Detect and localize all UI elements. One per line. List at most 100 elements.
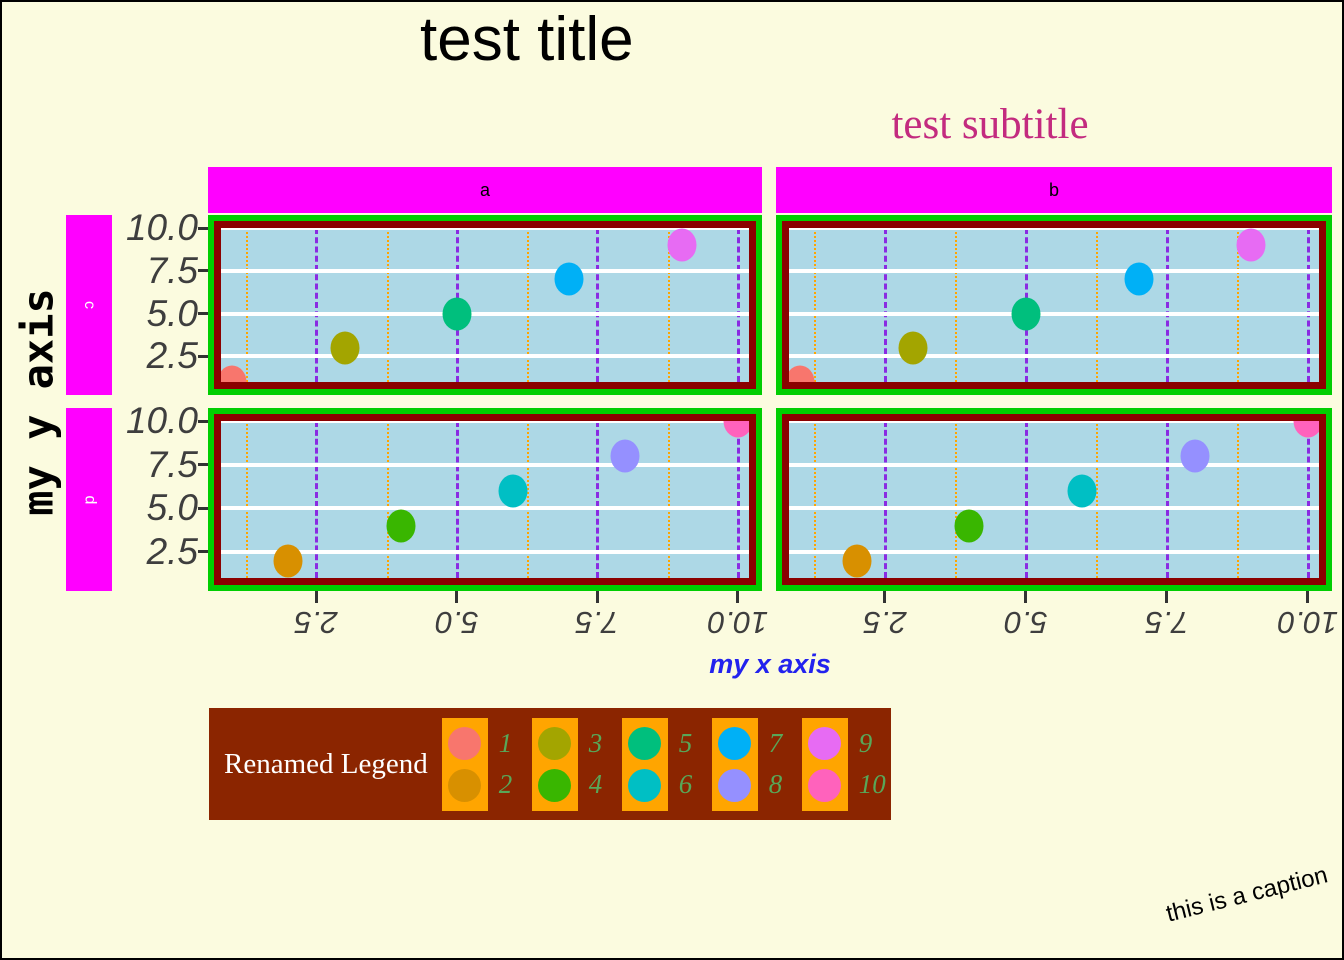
y-axis-tick xyxy=(198,354,208,358)
major-gridline-x xyxy=(1306,228,1310,382)
facet-strip-col-a: a xyxy=(208,167,762,213)
data-point-2 xyxy=(842,544,872,578)
data-point-10 xyxy=(723,421,749,438)
panel-border xyxy=(214,414,756,585)
legend-dot-1 xyxy=(448,726,482,760)
x-axis-tick xyxy=(455,591,459,603)
minor-gridline-x xyxy=(667,421,670,578)
major-gridline-x xyxy=(883,421,887,578)
legend-key xyxy=(441,717,488,811)
y-axis-tick-label: 2.5 xyxy=(146,335,198,377)
y-axis-tick xyxy=(198,269,208,273)
minor-gridline-x xyxy=(814,421,817,578)
data-point-6 xyxy=(498,474,528,508)
y-axis-tick xyxy=(198,550,208,554)
major-gridline-x xyxy=(883,228,887,382)
x-axis-tick xyxy=(1024,591,1028,603)
data-point-2 xyxy=(273,544,303,578)
legend-key xyxy=(711,717,758,811)
data-point-7 xyxy=(1124,262,1154,296)
major-gridline-y xyxy=(789,311,1319,316)
plot-caption: this is a caption xyxy=(1163,861,1331,928)
x-axis-tick-label: 10.0 xyxy=(707,605,768,640)
major-gridline-y xyxy=(221,421,749,423)
panel-plot-area xyxy=(789,421,1319,578)
legend-label-3: 3 xyxy=(588,727,603,758)
data-point-4 xyxy=(386,509,416,543)
x-axis-tick-label: 2.5 xyxy=(294,605,339,640)
legend-dot-3 xyxy=(538,726,572,760)
minor-gridline-x xyxy=(955,228,958,382)
major-gridline-x xyxy=(1306,421,1310,578)
minor-gridline-x xyxy=(1096,421,1099,578)
legend-label-9: 9 xyxy=(858,727,873,758)
x-axis-tick xyxy=(595,591,599,603)
facet-strip-row-d: d xyxy=(66,408,112,591)
legend-dot-5 xyxy=(628,726,662,760)
legend-label-10: 10 xyxy=(858,769,886,800)
y-axis-tick xyxy=(198,419,208,423)
facet-panel-b-d xyxy=(776,408,1332,591)
data-point-8 xyxy=(610,439,640,473)
plot-subtitle: test subtitle xyxy=(891,101,1089,148)
y-axis-tick-label: 5.0 xyxy=(146,487,198,529)
y-axis-tick-label: 10.0 xyxy=(125,207,198,248)
y-axis-tick-label: 7.5 xyxy=(146,249,198,291)
facet-strip-row-d-label: d xyxy=(81,495,98,504)
legend-title: Renamed Legend xyxy=(224,747,428,780)
data-point-3 xyxy=(330,331,360,365)
x-axis-tick xyxy=(736,591,740,603)
minor-gridline-x xyxy=(246,228,249,382)
minor-gridline-x xyxy=(1237,421,1240,578)
x-axis-tick-label: 7.5 xyxy=(1145,605,1189,640)
x-axis-tick xyxy=(314,591,318,603)
major-gridline-y xyxy=(789,421,1319,423)
minor-gridline-x xyxy=(386,421,389,578)
major-gridline-x xyxy=(1165,228,1169,382)
facet-strip-col-b: b xyxy=(776,167,1332,213)
y-axis-tick-label: 2.5 xyxy=(146,530,198,572)
x-axis-tick-label: 7.5 xyxy=(575,605,619,640)
facet-panel-a-c xyxy=(208,215,762,395)
x-axis-tick-label: 5.0 xyxy=(1004,605,1048,640)
minor-gridline-x xyxy=(527,421,530,578)
major-gridline-y xyxy=(789,549,1319,554)
legend-label-1: 1 xyxy=(498,727,513,758)
major-gridline-y xyxy=(221,462,749,467)
legend-dot-4 xyxy=(538,768,572,802)
x-axis-tick-label: 5.0 xyxy=(435,605,479,640)
plot-title: test title xyxy=(420,5,634,74)
x-axis-tick-label: 10.0 xyxy=(1277,605,1338,640)
major-gridline-x xyxy=(455,421,459,578)
data-point-8 xyxy=(1180,439,1210,473)
major-gridline-x xyxy=(315,421,319,578)
legend-entry-pair: 9 10 xyxy=(801,717,892,811)
y-axis-tick xyxy=(198,312,208,316)
y-axis-tick-label: 5.0 xyxy=(146,292,198,334)
data-point-6 xyxy=(1067,474,1097,508)
minor-gridline-x xyxy=(246,421,249,578)
major-gridline-y xyxy=(789,228,1319,230)
facet-strip-row-c-label: c xyxy=(81,301,98,309)
legend-dot-6 xyxy=(628,768,662,802)
legend-labels: 9 10 xyxy=(859,718,886,811)
x-axis-tick xyxy=(1306,591,1310,603)
legend-label-2: 2 xyxy=(498,769,513,800)
data-point-5 xyxy=(1011,297,1041,331)
panel-border xyxy=(214,221,756,389)
facet-panel-a-d xyxy=(208,408,762,591)
legend-dot-8 xyxy=(718,768,752,802)
major-gridline-x xyxy=(315,228,319,382)
y-axis-tick xyxy=(198,463,208,467)
major-gridline-y xyxy=(221,268,749,273)
data-point-5 xyxy=(442,297,472,331)
data-point-9 xyxy=(1236,228,1266,262)
minor-gridline-x xyxy=(667,228,670,382)
major-gridline-y xyxy=(221,549,749,554)
y-axis-tick xyxy=(198,226,208,230)
